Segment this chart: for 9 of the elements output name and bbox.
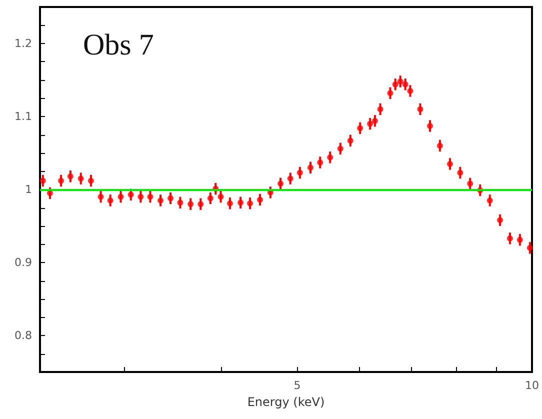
y-tick-label: 0.8 [14, 329, 32, 342]
y-tick-label: 0.9 [14, 256, 32, 269]
text: Obs 7 [83, 28, 154, 62]
y-tick-label: 1.1 [14, 110, 32, 123]
x-tick-label: 5 [294, 379, 301, 392]
x-tick-label: 10 [525, 379, 539, 392]
x-axis-title: Energy (keV) [247, 394, 325, 409]
y-tick-label: 1 [25, 183, 32, 196]
y-tick-label: 1.2 [14, 37, 32, 50]
